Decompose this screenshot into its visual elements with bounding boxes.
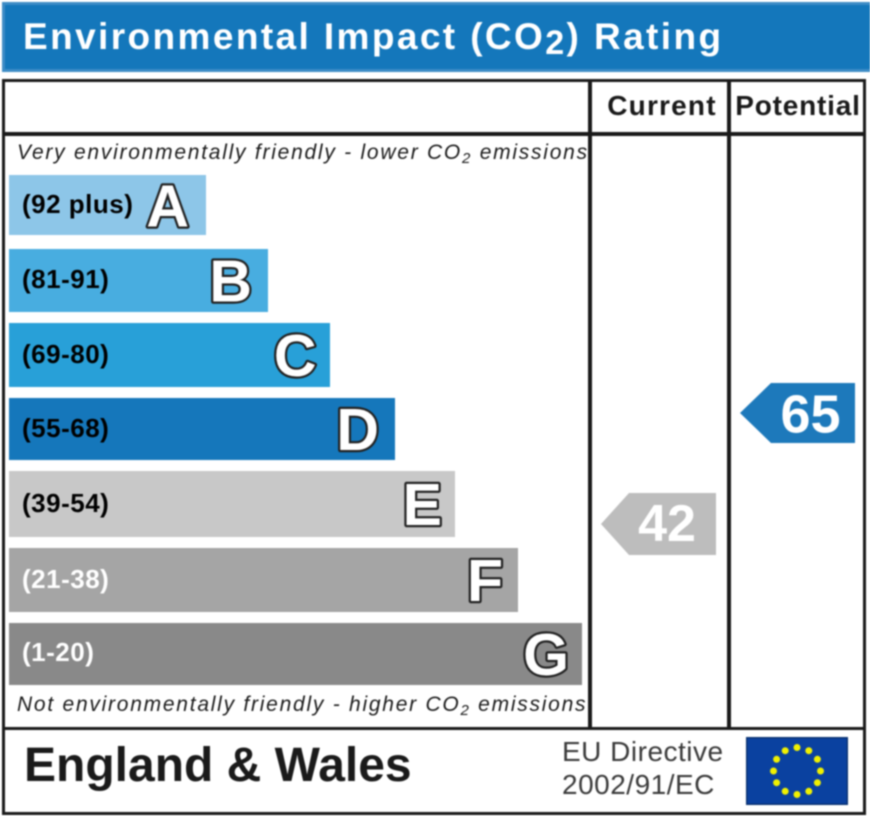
svg-text:65: 65	[780, 385, 840, 444]
svg-text:E: E	[403, 472, 442, 537]
svg-text:G: G	[523, 623, 569, 685]
svg-text:42: 42	[638, 495, 696, 553]
svg-text:B: B	[209, 249, 252, 312]
svg-text:C: C	[274, 323, 317, 387]
svg-text:A: A	[146, 175, 189, 236]
svg-text:F: F	[467, 548, 503, 612]
svg-text:D: D	[336, 398, 379, 460]
